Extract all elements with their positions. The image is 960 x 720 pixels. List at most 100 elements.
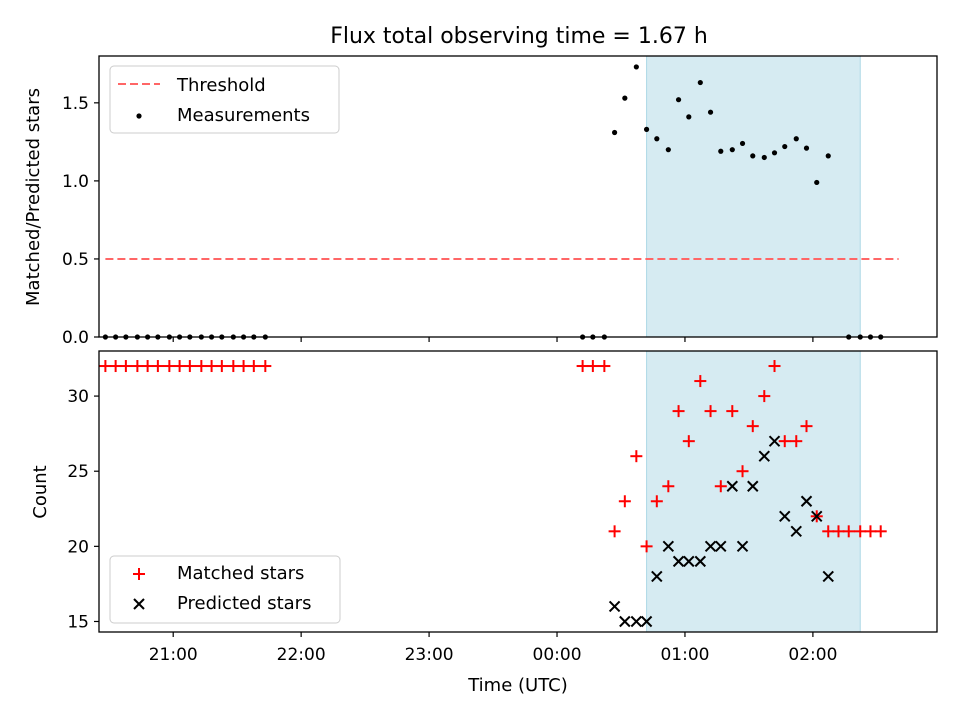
predicted-stars-point: [736, 540, 749, 553]
top-y-tick-label: 0.0: [62, 328, 89, 348]
bottom-axes-frame: [98, 350, 938, 633]
measurement-point: [654, 136, 660, 142]
matched-stars-point: [119, 360, 132, 373]
predicted-stars-point: [790, 525, 802, 538]
x-tick-label: 23:00: [405, 645, 454, 665]
matched-stars-point: [227, 360, 240, 373]
bot-y-tick-label: 25: [67, 462, 89, 482]
matched-stars-point: [247, 360, 260, 373]
top-legend: Threshold Measurements: [109, 65, 340, 134]
predicted-stars-point: [704, 540, 717, 553]
matched-stars-point: [778, 435, 791, 448]
measurement-point: [814, 179, 820, 186]
measurement-point: [611, 129, 618, 136]
top-observing-window-band: [646, 55, 861, 338]
predicted-stars-point: [651, 570, 663, 583]
measurement-point: [729, 147, 735, 153]
matched-stars-point: [618, 495, 631, 508]
measurement-point: [643, 126, 650, 132]
matched-stars-point: [205, 360, 218, 373]
matched-stars-point: [598, 360, 611, 373]
predicted-stars-point: [619, 615, 631, 628]
predicted-stars-point: [694, 555, 707, 568]
measurement-point: [675, 97, 682, 103]
top-y-tick-label: 1.5: [62, 94, 89, 114]
predicted-stars-point: [768, 435, 781, 447]
legend-measurements-swatch: [136, 113, 142, 119]
predicted-stars-point: [800, 495, 813, 507]
legend-matched-swatch: [133, 568, 145, 580]
matched-stars-point: [586, 360, 599, 373]
matched-stars-point: [163, 360, 176, 373]
predicted-stars-point: [779, 510, 791, 523]
matched-stars-point: [109, 360, 122, 373]
predicted-stars-point: [662, 540, 675, 553]
legend-threshold-label: Threshold: [176, 75, 266, 96]
measurement-point: [707, 109, 714, 115]
predicted-stars-point: [822, 570, 834, 583]
matched-stars-point: [576, 360, 589, 373]
matched-stars-point: [800, 420, 813, 433]
bottom-y-axis-label: Count: [30, 465, 51, 518]
matched-stars-point: [790, 435, 803, 448]
matched-stars-point: [842, 525, 855, 538]
bot-y-tick-label: 20: [67, 537, 89, 557]
measurement-point: [782, 143, 788, 150]
matched-stars-point: [694, 375, 707, 388]
matched-stars-point: [662, 480, 675, 493]
predicted-stars-point: [672, 555, 685, 568]
matched-stars-point: [682, 435, 695, 448]
predicted-stars-point: [683, 555, 695, 568]
measurement-point: [633, 64, 639, 70]
bot-y-tick-label: 15: [67, 612, 89, 632]
matched-stars-point: [746, 420, 759, 433]
predicted-stars-point: [715, 540, 727, 553]
top-y-tick-label: 1.0: [62, 172, 89, 192]
x-tick-label: 21:00: [149, 645, 198, 665]
matched-stars-point: [151, 360, 164, 373]
matched-stars-point: [215, 360, 228, 373]
matched-stars-point: [640, 540, 653, 553]
matched-stars-point: [854, 525, 867, 538]
measurement-point: [718, 148, 724, 154]
top-legend-box: [109, 65, 340, 134]
measurement-point: [803, 145, 810, 151]
measurement-point: [825, 153, 831, 159]
matched-stars-point: [736, 465, 749, 478]
x-tick-label: 00:00: [533, 645, 582, 665]
measurement-point: [793, 136, 799, 142]
matched-stars-point: [259, 360, 272, 373]
measurement-point: [761, 154, 767, 161]
matched-stars-point: [173, 360, 186, 373]
predicted-stars-point: [758, 450, 770, 462]
matched-stars-point: [864, 525, 877, 538]
top-y-tick-label: 0.5: [62, 250, 89, 270]
measurement-point: [750, 153, 756, 159]
matched-stars-point: [822, 525, 835, 538]
chart-title: Flux total observing time = 1.67 h: [330, 24, 708, 49]
matched-stars-point: [758, 390, 771, 403]
top-axes-frame: [98, 55, 938, 338]
legend-predicted-label: Predicted stars: [177, 593, 311, 614]
bot-y-tick-label: 30: [67, 387, 89, 407]
matched-stars-point: [141, 360, 154, 373]
matched-stars-point: [672, 405, 685, 418]
measurement-point: [739, 140, 746, 147]
matched-stars-point: [704, 405, 717, 418]
predicted-stars-point: [608, 600, 621, 613]
matched-stars-point: [768, 360, 781, 373]
x-axis-label: Time (UTC): [467, 675, 568, 696]
matched-stars-point: [832, 525, 845, 538]
matched-stars-point: [630, 450, 643, 463]
measurement-point: [622, 95, 628, 101]
matched-stars-point: [726, 405, 739, 418]
matched-stars-point: [99, 360, 112, 373]
x-tick-label: 22:00: [277, 645, 326, 665]
top-y-axis-label: Matched/Predicted stars: [23, 88, 44, 306]
x-tick-label: 01:00: [660, 645, 709, 665]
predicted-stars-point: [726, 480, 739, 492]
predicted-stars-point: [640, 615, 653, 628]
bottom-legend: Matched stars Predicted stars: [109, 555, 341, 624]
legend-measurements-label: Measurements: [177, 105, 310, 126]
top-panel: 0.0 0.5 1.0 1.5 Matched/Predicted stars Thr…: [23, 55, 938, 348]
